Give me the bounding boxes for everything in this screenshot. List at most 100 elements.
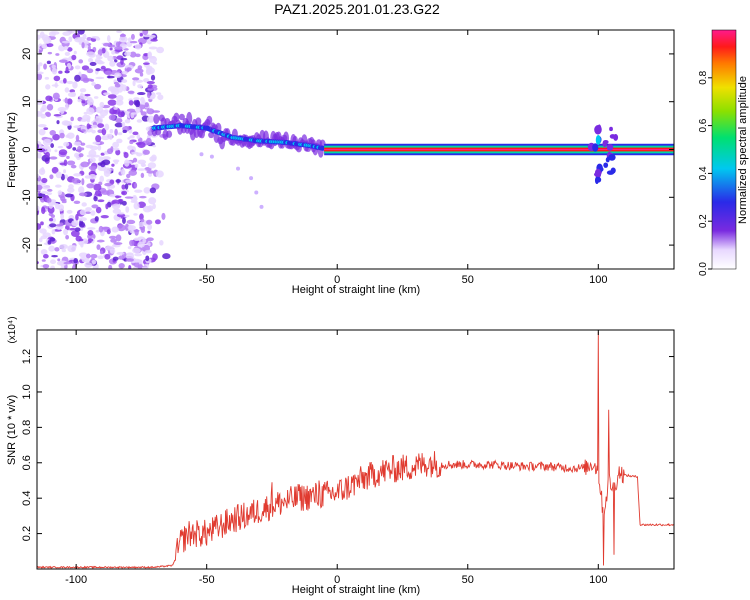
noise-blob	[37, 143, 40, 150]
noise-blob	[63, 169, 67, 174]
snr-x-ticks: -100 -50 0 50 100	[65, 330, 607, 586]
noise-blob	[86, 123, 91, 130]
noise-blob	[137, 168, 146, 171]
noise-blob	[150, 74, 156, 81]
noise-blob	[125, 179, 133, 183]
noise-blob	[127, 137, 131, 140]
noise-blob	[111, 226, 119, 233]
noise-blob	[147, 230, 151, 234]
noise-blob	[108, 264, 113, 269]
x-tick-label: 100	[589, 574, 607, 586]
noise-blob	[121, 200, 127, 206]
noise-blob	[51, 228, 56, 235]
noise-blob	[148, 34, 156, 38]
noise-blob	[134, 228, 139, 236]
snr-frame	[36, 329, 675, 570]
noise-blob	[81, 100, 86, 104]
noise-blob	[129, 135, 135, 139]
noise-blob	[52, 92, 60, 100]
noise-blob	[152, 144, 157, 148]
noise-blob	[147, 51, 153, 59]
noise-blob	[77, 30, 85, 35]
noise-blob	[43, 36, 52, 44]
noise-blob	[140, 172, 145, 179]
y-tick-label: 1.2	[21, 349, 33, 364]
colorbar-tick-label: 0.2	[698, 214, 709, 228]
disturbance-blob	[609, 126, 613, 132]
noise-blob	[109, 194, 117, 198]
noise-blob	[149, 56, 157, 64]
noise-blob	[133, 213, 138, 216]
noise-blob	[96, 239, 105, 243]
noise-blob	[64, 97, 69, 104]
noise-blob	[37, 71, 44, 75]
noise-blob	[105, 203, 109, 210]
noise-blob	[61, 40, 70, 44]
noise-blob	[72, 81, 78, 89]
noise-blob	[95, 76, 105, 80]
noise-blob	[38, 128, 46, 136]
noise-blob	[86, 51, 95, 57]
noise-blob	[84, 93, 91, 97]
noise-blob	[112, 256, 119, 261]
noise-blob	[100, 215, 109, 219]
noise-blob	[87, 98, 94, 106]
noise-blob	[134, 68, 144, 74]
noise-blob	[44, 76, 50, 80]
noise-blob	[38, 124, 47, 128]
noise-blob	[55, 53, 60, 56]
colorbar: 0.0 0.2 0.4 0.6 0.8 Normalized spectral ampl…	[698, 29, 749, 276]
noise-blob	[110, 238, 117, 243]
noise-blob	[37, 223, 42, 230]
noise-blob	[61, 198, 67, 202]
noise-blob	[65, 134, 70, 138]
noise-blob	[37, 152, 42, 159]
noise-blob	[156, 46, 165, 54]
noise-blob	[146, 237, 154, 242]
noise-blob	[87, 44, 91, 52]
noise-blob	[68, 184, 74, 190]
noise-blob	[53, 113, 62, 117]
noise-blob	[59, 162, 66, 166]
noise-blob	[45, 95, 53, 102]
noise-blob	[93, 96, 99, 99]
noise-blob	[41, 259, 46, 262]
noise-blob	[148, 46, 158, 50]
noise-blob	[65, 235, 70, 240]
colorbar-tick-label: 0.4	[698, 166, 709, 180]
noise-blob	[80, 129, 86, 132]
noise-blob	[144, 249, 152, 254]
noise-blob	[121, 70, 128, 75]
noise-blob	[116, 251, 125, 255]
noise-blob	[42, 138, 52, 146]
noise-blob	[37, 34, 41, 40]
noise-blob	[51, 67, 58, 75]
noise-blob	[136, 134, 141, 140]
noise-blob	[106, 133, 113, 137]
disturbance-blob	[597, 124, 602, 134]
noise-blob	[42, 43, 48, 50]
noise-blob	[148, 172, 152, 177]
noise-blob	[37, 205, 40, 212]
noise-blob	[75, 213, 79, 221]
noise-blob	[140, 218, 145, 223]
noise-blob	[105, 245, 115, 251]
noise-blob	[145, 137, 152, 146]
noise-blob	[72, 147, 77, 151]
noise-blob	[95, 115, 100, 119]
noise-blob	[146, 170, 155, 174]
noise-blob	[70, 116, 74, 122]
disturbance-blob	[608, 154, 616, 161]
noise-blob	[128, 265, 132, 269]
noise-blob	[96, 244, 101, 250]
noise-blob	[137, 159, 147, 165]
noise-blob	[129, 239, 135, 247]
noise-blob	[100, 160, 106, 168]
noise-blob	[39, 31, 45, 39]
noise-blob	[129, 51, 137, 58]
noise-blob	[47, 188, 53, 192]
noise-blob	[46, 197, 52, 204]
noise-blob	[145, 255, 150, 262]
noise-blob	[50, 143, 54, 149]
noise-blob	[59, 109, 65, 115]
